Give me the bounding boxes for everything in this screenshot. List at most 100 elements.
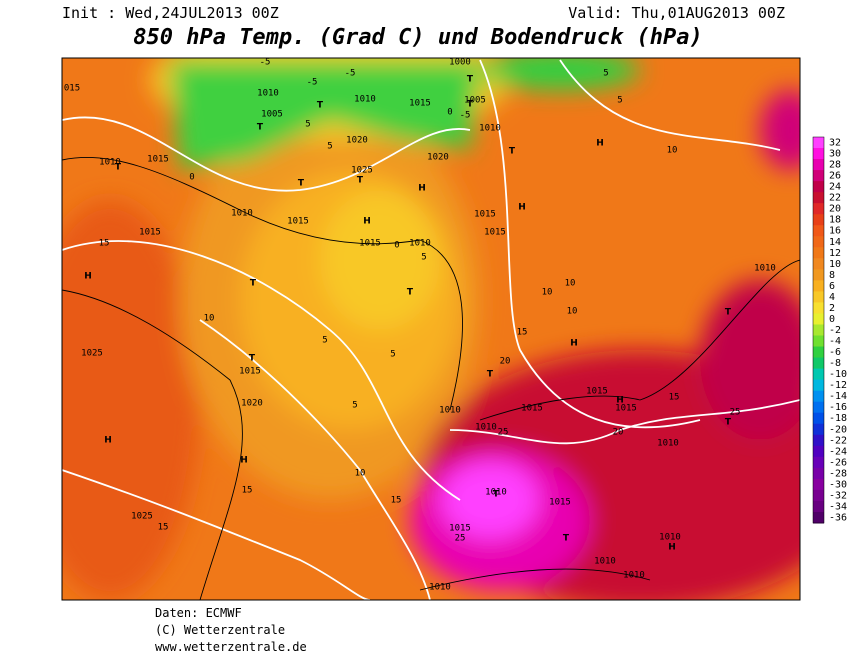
contour-label: 1020 (346, 136, 368, 146)
colorbar-label: -32 (829, 490, 847, 501)
colorbar-cell (813, 500, 824, 513)
colorbar-cell (813, 302, 824, 314)
pressure-center: T (725, 418, 732, 428)
contour-label: 15 (669, 393, 680, 403)
contour-label: 1010 (485, 488, 507, 498)
contour-label: 5 (322, 336, 327, 346)
colorbar-label: -4 (829, 336, 841, 347)
colorbar-label: -36 (829, 512, 847, 523)
pressure-center: H (616, 396, 624, 406)
contour-label: 15 (99, 239, 110, 249)
website: www.wetterzentrale.de (155, 640, 307, 654)
contour-label: 1005 (261, 110, 283, 120)
colorbar-cell (813, 137, 824, 149)
contour-label: -5 (460, 111, 471, 121)
colorbar-cell (813, 192, 824, 204)
contour-label: 1010 (354, 95, 376, 105)
contour-label: 1025 (131, 512, 153, 522)
contour-label: 5 (352, 401, 357, 411)
pressure-center: H (104, 436, 112, 446)
colorbar-label: -22 (829, 435, 847, 446)
contour-label: 25 (730, 408, 741, 418)
colorbar-cell (813, 368, 824, 381)
contour-label: 0 (189, 173, 194, 183)
colorbar-label: -30 (829, 479, 847, 490)
colorbar-label: -28 (829, 468, 847, 479)
pressure-center: T (357, 176, 364, 186)
contour-label: 5 (305, 120, 310, 130)
colorbar-label: 18 (829, 215, 841, 226)
pressure-center: T (407, 288, 414, 298)
colorbar-label: 30 (829, 149, 841, 160)
colorbar-cell (813, 511, 824, 524)
contour-label: 5 (390, 350, 395, 360)
colorbar-label: -26 (829, 457, 847, 468)
colorbar-cell (813, 489, 824, 502)
contour-label: 1010 (429, 583, 451, 593)
colorbar-label: 4 (829, 292, 835, 303)
contour-label: 1010 (623, 571, 645, 581)
contour-label: 1015 (287, 217, 309, 227)
contour-label: 1015 (521, 404, 543, 414)
colorbar-label: 10 (829, 259, 841, 270)
contour-label: 1020 (427, 153, 449, 163)
colorbar-label: 22 (829, 193, 841, 204)
contour-label: 1015 (549, 498, 571, 508)
contour-label: 1015 (147, 155, 169, 165)
contour-label: 1025 (81, 349, 103, 359)
colorbar-cell (813, 203, 824, 215)
pressure-center: T (467, 75, 474, 85)
contour-label: 1015 (239, 367, 261, 377)
colorbar-label: 20 (829, 204, 841, 215)
pressure-center: T (257, 123, 264, 133)
contour-label: 15 (158, 523, 169, 533)
colorbar-cell (813, 269, 824, 281)
colorbar-label: 28 (829, 160, 841, 171)
colorbar-cell (813, 324, 824, 337)
colorbar-cell (813, 159, 824, 171)
colorbar-label: -18 (829, 413, 847, 424)
contour-label: 10 (565, 279, 576, 289)
contour-label: 10 (667, 146, 678, 156)
colorbar-label: 26 (829, 171, 841, 182)
contour-label: 1015 (615, 404, 637, 414)
contour-label: -5 (345, 69, 356, 79)
map-field (62, 58, 800, 600)
colorbar-cell (813, 456, 824, 469)
contour-label: 1005 (464, 96, 486, 106)
colorbar-label: -14 (829, 391, 847, 402)
colorbar: 32302826242220181614121086420-2-4-6-8-10… (812, 136, 847, 524)
colorbar-cell (813, 478, 824, 491)
contour-label: 25 (455, 534, 466, 544)
pressure-center: H (518, 203, 526, 213)
colorbar-cell (813, 412, 824, 425)
colorbar-cell (813, 401, 824, 414)
contour-label: -5 (260, 58, 271, 68)
contour-label: 1010 (257, 89, 279, 99)
colorbar-label: -10 (829, 369, 847, 380)
contour-label: 015 (64, 84, 80, 94)
contour-label: 5 (603, 69, 608, 79)
colorbar-cell (813, 423, 824, 436)
contour-label: 1010 (409, 239, 431, 249)
contour-label: 1010 (439, 406, 461, 416)
colorbar-cell (813, 148, 824, 160)
contour-label: 15 (517, 328, 528, 338)
colorbar-cell (813, 258, 824, 270)
pressure-center: H (418, 184, 426, 194)
colorbar-cell (813, 247, 824, 259)
contour-label: 1015 (586, 387, 608, 397)
pressure-center: T (115, 163, 122, 173)
colorbar-cell (813, 181, 824, 193)
copyright: (C) Wetterzentrale (155, 623, 285, 637)
pressure-center: H (596, 139, 604, 149)
contour-label: 25 (498, 428, 509, 438)
contour-label: 1015 (359, 239, 381, 249)
data-source: Daten: ECMWF (155, 606, 242, 620)
contour-label: 10 (542, 288, 553, 298)
pressure-center: H (84, 272, 92, 282)
contour-label: 1010 (657, 439, 679, 449)
colorbar-cell (813, 280, 824, 292)
pressure-center: H (668, 543, 676, 553)
